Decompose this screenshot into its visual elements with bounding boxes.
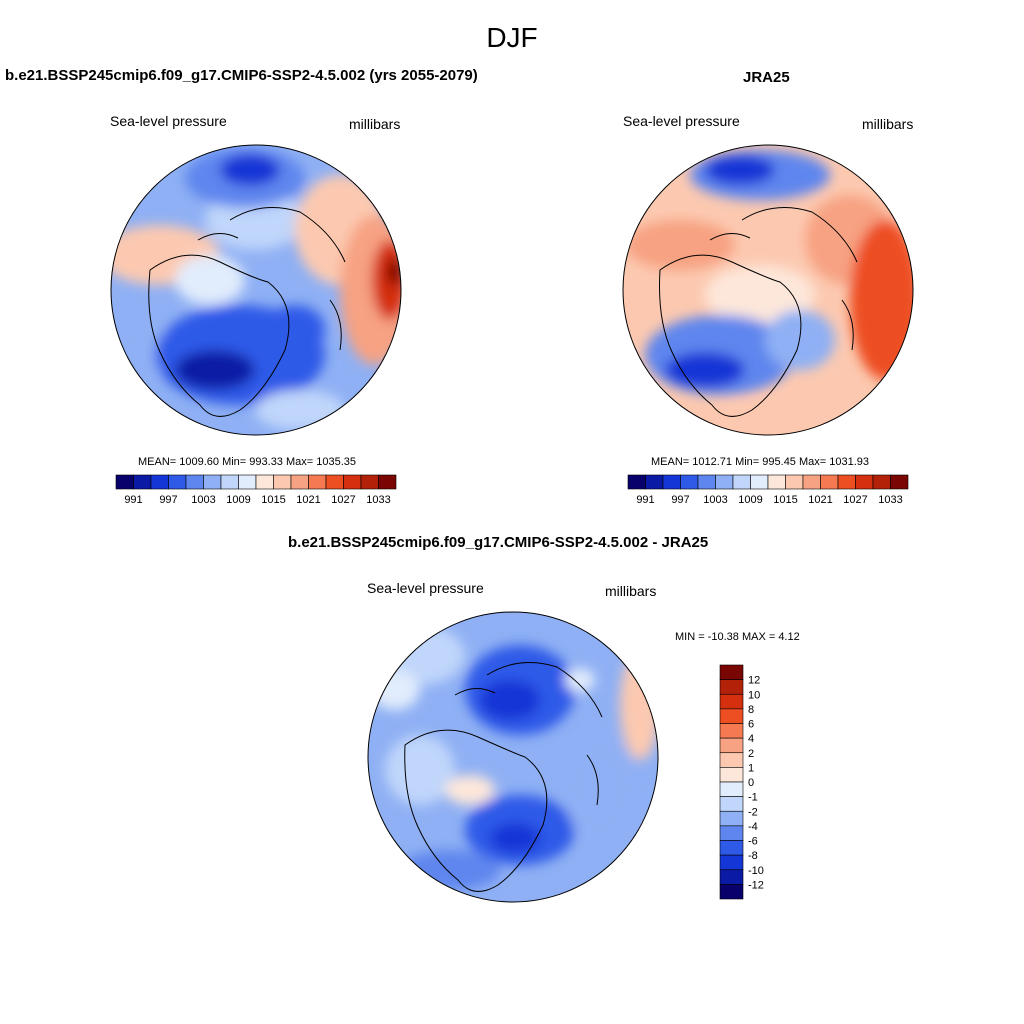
diff-colorbar-tick-label: -10 [748, 865, 764, 877]
diff-colorbar-tick-label: -8 [748, 850, 758, 862]
diff-stats: MIN = -10.38 MAX = 4.12 [675, 631, 800, 643]
diff-colorbar-swatch [719, 767, 744, 783]
model-colorbar-swatch [115, 474, 134, 490]
diff-colorbar-swatch [719, 664, 744, 680]
diff-polar-map [367, 611, 659, 903]
obs-colorbar-tick-label: 1027 [843, 494, 867, 506]
obs-colorbar-tick-label: 1003 [703, 494, 727, 506]
model-colorbar-swatch [150, 474, 169, 490]
diff-colorbar-tick-label: 8 [748, 704, 754, 716]
model-colorbar-tick-label: 1009 [226, 494, 250, 506]
diff-colorbar-tick-label: -4 [748, 821, 758, 833]
model-units-label: millibars [349, 116, 401, 132]
model-colorbar-swatch [238, 474, 257, 490]
model-colorbar-swatch [378, 474, 397, 490]
model-colorbar-tick-label: 991 [124, 494, 142, 506]
obs-colorbar-swatch [837, 474, 856, 490]
obs-colorbar-tick-label: 1033 [878, 494, 902, 506]
model-colorbar-swatch [308, 474, 327, 490]
obs-colorbar-swatch [627, 474, 646, 490]
obs-units-label: millibars [862, 116, 914, 132]
obs-colorbar-tick-label: 1021 [808, 494, 832, 506]
model-polar-map [110, 144, 402, 436]
diff-colorbar-swatch [719, 840, 744, 856]
diff-colorbar-swatch [719, 781, 744, 797]
obs-colorbar-swatch [680, 474, 699, 490]
obs-colorbar-swatch [890, 474, 909, 490]
diff-panel-title: b.e21.BSSP245cmip6.f09_g17.CMIP6-SSP2-4.… [288, 534, 709, 551]
obs-colorbar: 991 997 1003 1009 1015 1021 1027 1033 [627, 474, 909, 506]
diff-colorbar-swatch [719, 752, 744, 768]
figure-title: DJF [486, 22, 538, 53]
obs-colorbar-swatch [750, 474, 769, 490]
model-colorbar-swatch [168, 474, 187, 490]
model-colorbar-swatch [360, 474, 379, 490]
diff-colorbar-swatch [719, 723, 744, 739]
diff-colorbar-swatch [719, 884, 744, 900]
diff-colorbar-swatch [719, 737, 744, 754]
diff-colorbar-tick-label: 1 [748, 762, 754, 774]
obs-colorbar-tick-label: 1015 [773, 494, 797, 506]
diff-colorbar-tick-label: -1 [748, 792, 758, 804]
diff-colorbar-tick-label: -6 [748, 836, 758, 848]
model-colorbar-swatch [220, 474, 239, 490]
model-colorbar-tick-label: 1015 [261, 494, 285, 506]
obs-colorbar-swatch [767, 474, 786, 490]
diff-colorbar-tick-label: 0 [748, 777, 754, 789]
model-panel-title: b.e21.BSSP245cmip6.f09_g17.CMIP6-SSP2-4.… [5, 67, 478, 84]
diff-units-label: millibars [605, 583, 657, 599]
model-colorbar-tick-label: 1003 [191, 494, 215, 506]
model-colorbar-swatch [255, 474, 274, 490]
obs-colorbar-swatch [820, 474, 839, 490]
obs-stats: MEAN= 1012.71 Min= 995.45 Max= 1031.93 [651, 456, 870, 468]
model-colorbar-swatch [133, 474, 152, 490]
obs-colorbar-swatch [645, 474, 664, 490]
model-colorbar-swatch [325, 474, 344, 490]
diff-colorbar-tick-label: 2 [748, 748, 754, 760]
diff-colorbar-tick-label: -12 [748, 879, 764, 891]
diff-colorbar-swatch [719, 693, 744, 710]
model-colorbar-swatch [343, 474, 362, 490]
obs-colorbar-swatch [662, 474, 681, 490]
diff-colorbar-swatch [719, 825, 744, 841]
obs-colorbar-swatch [715, 474, 734, 490]
diff-colorbar-tick-label: 10 [748, 689, 760, 701]
model-colorbar: 991 997 1003 1009 1015 1021 1027 1033 [115, 474, 397, 506]
model-colorbar-swatch [273, 474, 292, 490]
diff-colorbar-swatch [719, 708, 744, 724]
obs-colorbar-tick-label: 997 [671, 494, 689, 506]
diff-colorbar-tick-label: 6 [748, 719, 754, 731]
obs-colorbar-tick-label: 1009 [738, 494, 762, 506]
model-stats: MEAN= 1009.60 Min= 993.33 Max= 1035.35 [138, 456, 357, 468]
model-colorbar-swatch [290, 474, 309, 490]
diff-colorbar-tick-label: -2 [748, 806, 758, 818]
obs-polar-map [622, 144, 914, 436]
diff-colorbar-swatch [719, 679, 744, 695]
diff-colorbar-swatch [719, 869, 744, 885]
obs-colorbar-swatch [732, 474, 751, 490]
obs-panel-title: JRA25 [743, 69, 790, 86]
diff-variable-label: Sea-level pressure [367, 580, 484, 596]
model-colorbar-tick-label: 997 [159, 494, 177, 506]
diff-colorbar-tick-label: 12 [748, 675, 760, 687]
obs-colorbar-swatch [872, 474, 891, 490]
obs-variable-label: Sea-level pressure [623, 113, 740, 129]
obs-colorbar-swatch [855, 474, 874, 490]
diff-colorbar-swatch [719, 796, 744, 812]
diff-colorbar-tick-label: 4 [748, 733, 754, 745]
obs-colorbar-tick-label: 991 [636, 494, 654, 506]
model-colorbar-swatch [203, 474, 222, 490]
model-colorbar-tick-label: 1021 [296, 494, 320, 506]
diff-colorbar-swatch [719, 810, 744, 827]
model-colorbar-tick-label: 1027 [331, 494, 355, 506]
model-variable-label: Sea-level pressure [110, 113, 227, 129]
obs-colorbar-swatch [785, 474, 804, 490]
obs-colorbar-swatch [697, 474, 716, 490]
obs-colorbar-swatch [802, 474, 821, 490]
model-colorbar-swatch [185, 474, 204, 490]
diff-colorbar-swatch [719, 854, 744, 871]
model-colorbar-tick-label: 1033 [366, 494, 390, 506]
